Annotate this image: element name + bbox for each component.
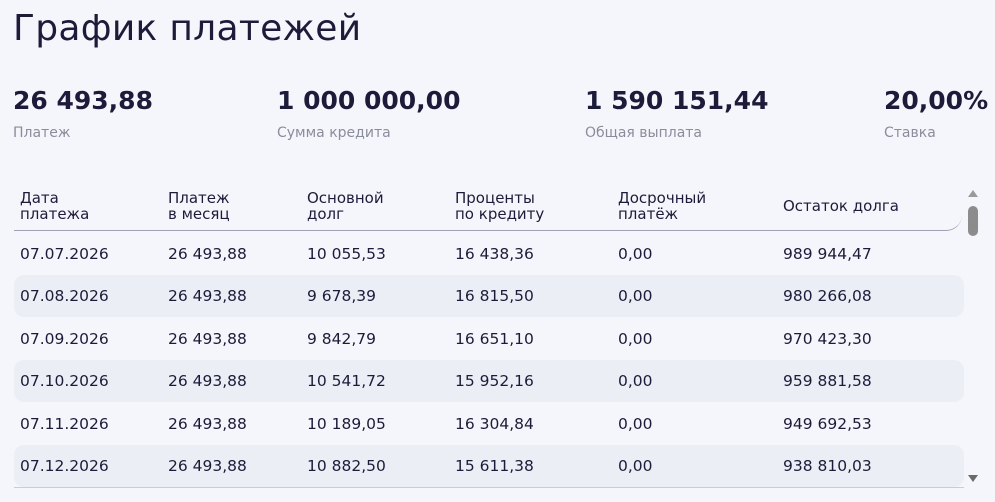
- column-header: Платеж в месяц: [168, 190, 230, 222]
- table-row: 07.08.2026 26 493,88 9 678,39 16 815,50 0,00…: [14, 275, 964, 318]
- summary-item: 1 590 151,44 Общая выплата: [585, 86, 768, 141]
- summary-value: 1 590 151,44: [585, 86, 769, 115]
- scrollbar[interactable]: [965, 186, 981, 486]
- table-cell: 07.10.2026: [20, 372, 109, 391]
- table-cell: 0,00: [618, 414, 653, 433]
- header-line: Проценты: [455, 189, 535, 207]
- scroll-up[interactable]: [968, 190, 978, 197]
- header-line: в месяц: [168, 205, 230, 223]
- table-header: Дата платежа Платеж в месяц Основной долг Проц…: [14, 186, 962, 231]
- summary-label: Ставка: [884, 125, 936, 141]
- scroll-thumb[interactable]: [968, 206, 978, 236]
- table-cell: 0,00: [618, 372, 653, 391]
- header-line: Досрочный: [618, 189, 707, 207]
- header-line: долг: [307, 205, 345, 223]
- table-cell: 0,00: [618, 245, 653, 263]
- table-cell: 16 651,10: [455, 329, 534, 348]
- table-cell: 26 493,88: [168, 372, 247, 391]
- table-cell: 9 842,79: [307, 329, 377, 348]
- table-row: 07.07.2026 26 493,88 10 055,53 16 438,36 0,0…: [14, 233, 964, 275]
- payment-table: Дата платежа Платеж в месяц Основной долг Проц…: [14, 186, 964, 488]
- table-cell: 10 541,72: [307, 372, 386, 391]
- table-cell: 0,00: [618, 287, 653, 306]
- summary-item: 20,00% Ставка: [884, 86, 988, 141]
- table-cell: 15 611,38: [455, 457, 534, 475]
- header-line: платёж: [618, 205, 679, 223]
- header-line: Остаток долга: [783, 197, 899, 215]
- table-cell: 07.11.2026: [20, 414, 109, 433]
- header-line: Платеж: [168, 189, 230, 207]
- column-header: Основной долг: [307, 190, 384, 222]
- table-cell: 26 493,88: [168, 287, 247, 306]
- summary-label: Сумма кредита: [277, 125, 391, 141]
- column-header: Проценты по кредиту: [455, 190, 544, 222]
- summary-value: 1 000 000,00: [277, 86, 461, 115]
- table-row: 07.09.2026 26 493,88 9 842,79 16 651,10 0,00…: [14, 318, 964, 360]
- table-cell: 26 493,88: [168, 329, 247, 348]
- table-cell: 26 493,88: [168, 245, 247, 263]
- summary-item: 26 493,88 Платеж: [13, 86, 153, 141]
- table-cell: 970 423,30: [783, 329, 872, 348]
- table-row: 07.12.2026 26 493,88 10 882,50 15 611,38 0,0…: [14, 445, 964, 487]
- table-cell: 10 055,53: [307, 245, 386, 263]
- table-cell: 15 952,16: [455, 372, 534, 391]
- table-cell: 07.07.2026: [20, 245, 109, 263]
- table-cell: 0,00: [618, 457, 653, 475]
- table-cell: 07.08.2026: [20, 287, 109, 306]
- scroll-down[interactable]: [968, 475, 978, 482]
- header-line: Дата: [20, 189, 59, 207]
- table-cell: 959 881,58: [783, 372, 872, 391]
- table-cell: 16 815,50: [455, 287, 534, 306]
- column-header: Остаток долга: [783, 198, 899, 214]
- table-cell: 16 304,84: [455, 414, 534, 433]
- table-cell: 989 944,47: [783, 245, 872, 263]
- summary-label: Платеж: [13, 125, 71, 141]
- table-cell: 938 810,03: [783, 457, 872, 475]
- column-header: Досрочный платёж: [618, 190, 706, 222]
- summary-value: 20,00%: [884, 86, 989, 115]
- table-cell: 07.12.2026: [20, 457, 109, 475]
- header-line: Основной: [307, 189, 384, 207]
- summary-label: Общая выплата: [585, 125, 703, 141]
- table-cell: 980 266,08: [783, 287, 872, 306]
- column-header: Дата платежа: [20, 190, 89, 222]
- summary-item: 1 000 000,00 Сумма кредита: [277, 86, 460, 141]
- table-cell: 26 493,88: [168, 457, 247, 475]
- table-row: 07.11.2026 26 493,88 10 189,05 16 304,84 0,0…: [14, 403, 964, 445]
- table-row: 07.10.2026 26 493,88 10 541,72 15 952,16 0,0…: [14, 360, 964, 403]
- table-cell: 10 882,50: [307, 457, 386, 475]
- header-line: платежа: [20, 205, 90, 223]
- table-cell: 16 438,36: [455, 245, 534, 263]
- table-cell: 10 189,05: [307, 414, 386, 433]
- table-cell: 949 692,53: [783, 414, 872, 433]
- table-cell: 26 493,88: [168, 414, 247, 433]
- table-cell: 07.09.2026: [20, 329, 109, 348]
- header-line: по кредиту: [455, 205, 545, 223]
- table-cell: 0,00: [618, 329, 653, 348]
- page-title: График платежей: [13, 8, 362, 49]
- summary-value: 26 493,88: [13, 86, 153, 115]
- table-cell: 9 678,39: [307, 287, 377, 306]
